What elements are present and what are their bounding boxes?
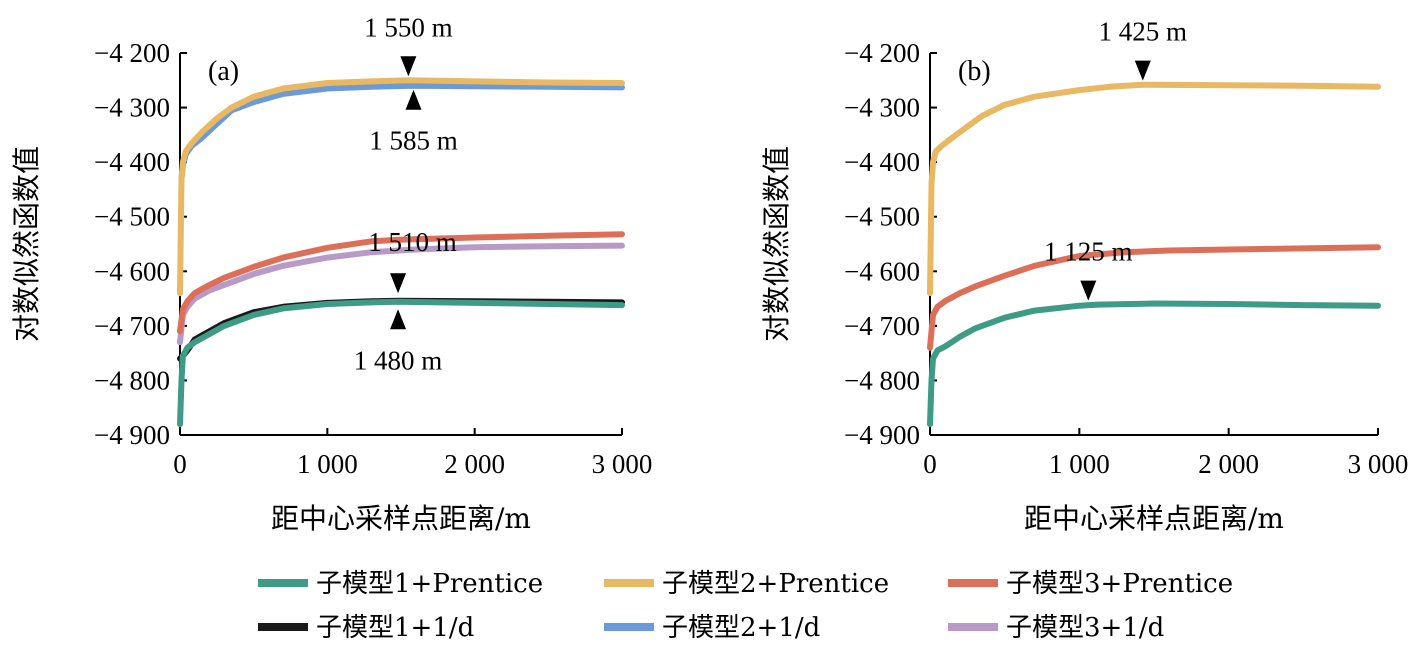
series-line-s3b <box>177 242 625 346</box>
legend-item-s3b: 子模型3+1/d <box>948 613 1164 643</box>
y-tick-label: −4 400 <box>844 147 920 177</box>
annotation-arrow-down <box>390 273 407 294</box>
legend-item-s3p: 子模型3+Prentice <box>948 569 1233 599</box>
legend-label: 子模型1+1/d <box>316 613 474 643</box>
x-axis-title: 距中心采样点距离/m <box>271 502 531 535</box>
y-tick-label: −4 800 <box>94 365 170 395</box>
legend-label: 子模型2+1/d <box>662 613 820 643</box>
annotation-label: 1 125 m <box>1044 237 1133 267</box>
annotation-arrow-up <box>405 89 422 110</box>
series-line-s3p <box>927 244 1381 351</box>
y-tick-label: −4 700 <box>94 311 170 341</box>
chart-panel-a: −4 200 −4 300 −4 400 −4 500 −4 600 −4 700 −4 8… <box>10 12 652 535</box>
legend-label: 子模型2+Prentice <box>662 569 889 599</box>
y-tick-label: −4 400 <box>94 147 170 177</box>
x-tick-label: 1 000 <box>1049 449 1110 479</box>
x-tick-label: 2 000 <box>1198 449 1259 479</box>
x-tick-label: 3 000 <box>592 449 653 479</box>
legend-label: 子模型3+1/d <box>1006 613 1164 643</box>
annotation-label: 1 425 m <box>1099 17 1188 47</box>
series-line-s1p <box>177 298 625 428</box>
y-tick-label: −4 900 <box>844 420 920 450</box>
series-line-s3p <box>177 231 625 335</box>
legend-label: 子模型1+Prentice <box>316 569 543 599</box>
annotation-label: 1 585 m <box>369 126 458 156</box>
legend-label: 子模型3+Prentice <box>1006 569 1233 599</box>
y-tick-label: −4 300 <box>94 93 170 123</box>
series-line-s2p <box>177 77 625 297</box>
series-line-s1p <box>927 300 1381 428</box>
y-tick-label: −4 500 <box>94 202 170 232</box>
y-axis-title: 对数似然函数值 <box>760 146 793 342</box>
y-tick-label: −4 800 <box>844 365 920 395</box>
y-tick-label: −4 200 <box>844 38 920 68</box>
y-tick-label: −4 500 <box>844 202 920 232</box>
panel-label: (b) <box>958 56 991 87</box>
legend-item-s2b: 子模型2+1/d <box>604 613 820 643</box>
y-tick-label: −4 900 <box>94 420 170 450</box>
legend-item-s2p: 子模型2+Prentice <box>604 569 889 599</box>
y-tick-label: −4 700 <box>844 311 920 341</box>
chart-panel-b: −4 200 −4 300 −4 400 −4 500 −4 600 −4 700 −4 8… <box>760 17 1408 535</box>
annotation-label: 1 510 m <box>368 227 457 257</box>
annotation-arrow-down <box>1134 60 1151 81</box>
y-tick-label: −4 300 <box>844 93 920 123</box>
annotation-arrow-up <box>390 309 407 330</box>
x-tick-label: 0 <box>173 449 187 479</box>
y-tick-label: −4 600 <box>844 256 920 286</box>
x-tick-label: 3 000 <box>1348 449 1409 479</box>
annotation-arrow-down <box>400 56 417 77</box>
y-tick-label: −4 600 <box>94 256 170 286</box>
annotation-label: 1 550 m <box>364 12 453 42</box>
annotation-label: 1 480 m <box>354 345 443 375</box>
y-tick-label: −4 200 <box>94 38 170 68</box>
x-tick-label: 2 000 <box>444 449 505 479</box>
x-tick-label: 0 <box>923 449 937 479</box>
x-tick-label: 1 000 <box>297 449 358 479</box>
annotation-arrow-down <box>1080 280 1097 301</box>
legend: 子模型1+Prentice 子模型2+Prentice 子模型3+Prentice 子… <box>258 569 1233 643</box>
series-line-s2p <box>927 81 1381 297</box>
x-axis-title: 距中心采样点距离/m <box>1024 502 1284 535</box>
panel-label: (a) <box>208 56 239 87</box>
y-axis-title: 对数似然函数值 <box>10 146 43 342</box>
legend-item-s1b: 子模型1+1/d <box>258 613 474 643</box>
legend-item-s1p: 子模型1+Prentice <box>258 569 543 599</box>
